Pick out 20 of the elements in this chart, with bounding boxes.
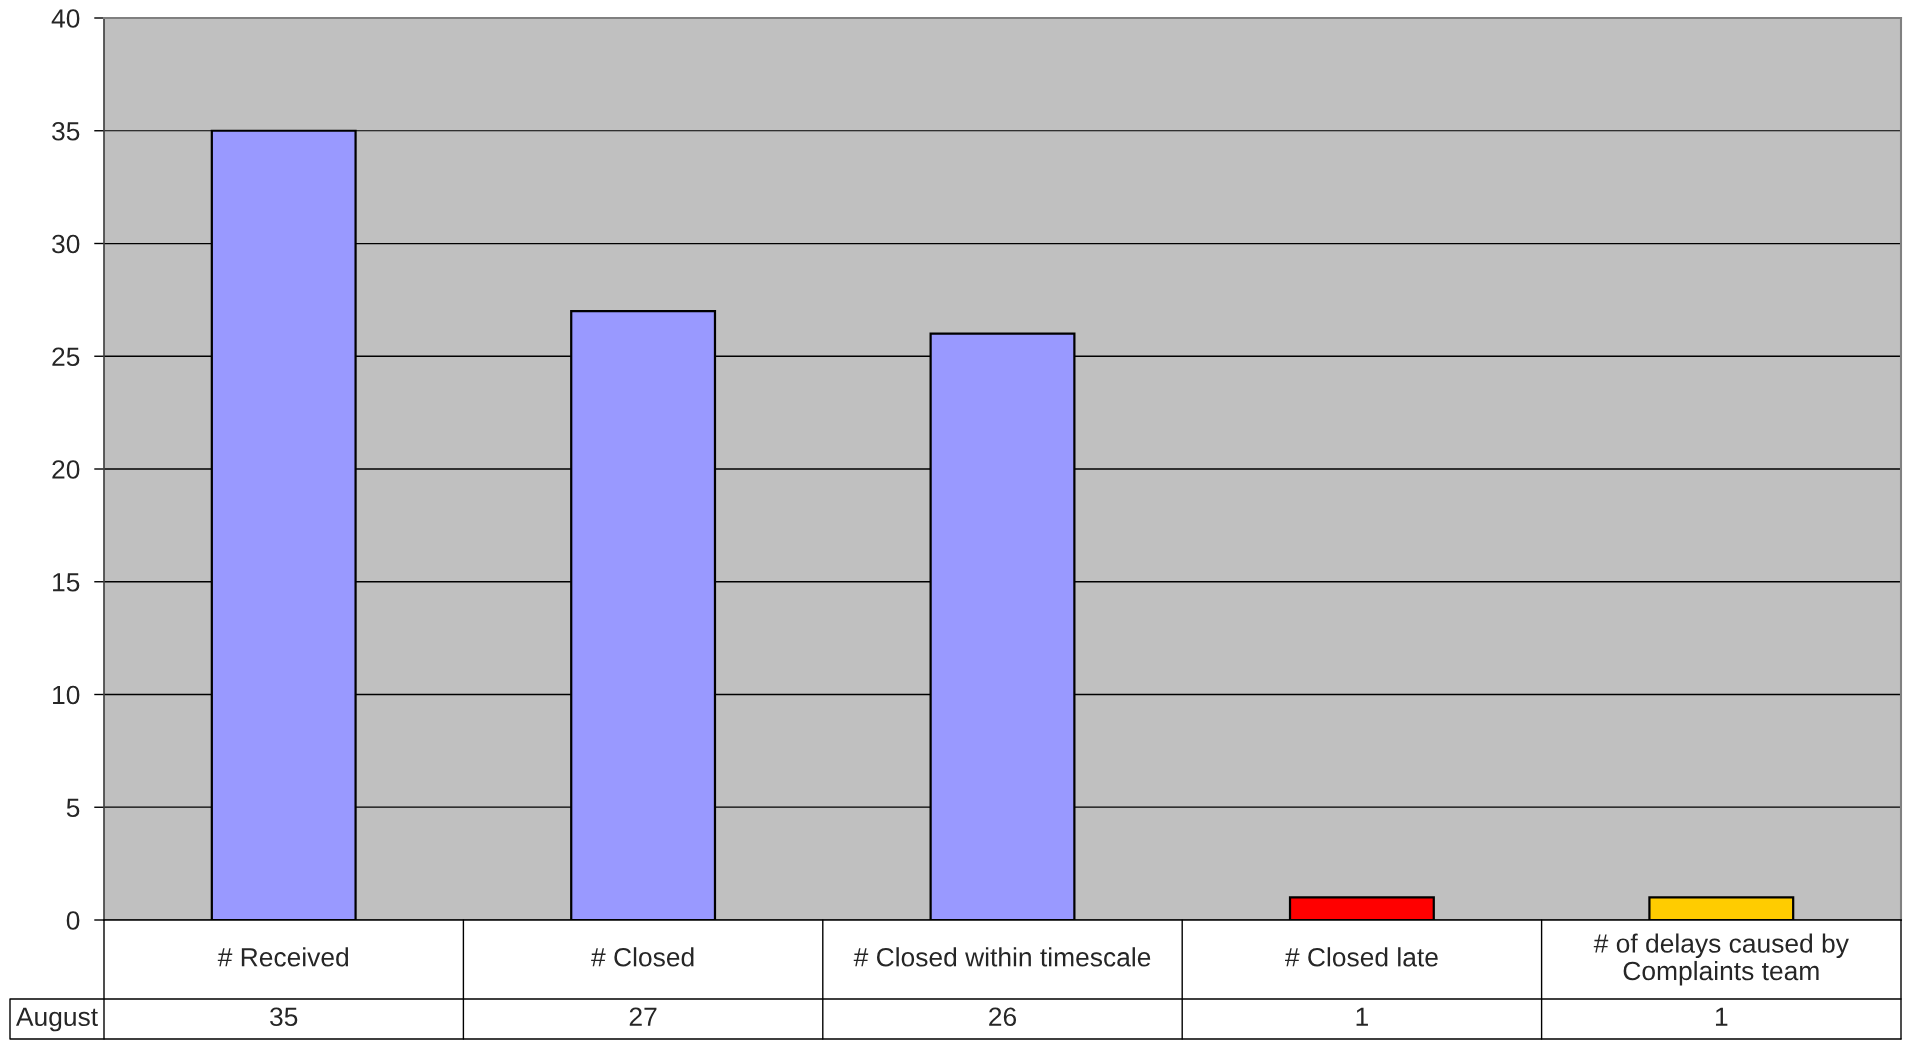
- data-label: 26: [989, 1007, 1017, 1027]
- x-tick-label: # Closed late: [1285, 947, 1438, 967]
- y-tick-label: 35: [52, 121, 80, 141]
- data-label: 1: [1356, 1007, 1368, 1026]
- y-tick-label: 20: [52, 460, 80, 479]
- data-label: 35: [270, 1007, 298, 1027]
- y-tick-label: 15: [53, 573, 80, 592]
- y-tick-label: 25: [52, 347, 80, 367]
- y-tick-label: 30: [52, 234, 80, 254]
- y-tick-label: 5: [66, 798, 80, 818]
- text: August: [15, 1007, 98, 1032]
- y-tick-label: 40: [51, 9, 80, 28]
- x-tick-label: # Closed: [591, 947, 694, 967]
- data-label: 27: [629, 1007, 657, 1026]
- x-tick-label: # Closed within timescale: [853, 947, 1151, 967]
- y-tick-label: 0: [66, 911, 80, 930]
- data-label: 1: [1715, 1007, 1728, 1026]
- x-tick-label: # of delays caused by Complaints team: [1593, 933, 1849, 986]
- x-tick-label: # Received: [217, 947, 349, 967]
- y-tick-label: 10: [53, 685, 80, 705]
